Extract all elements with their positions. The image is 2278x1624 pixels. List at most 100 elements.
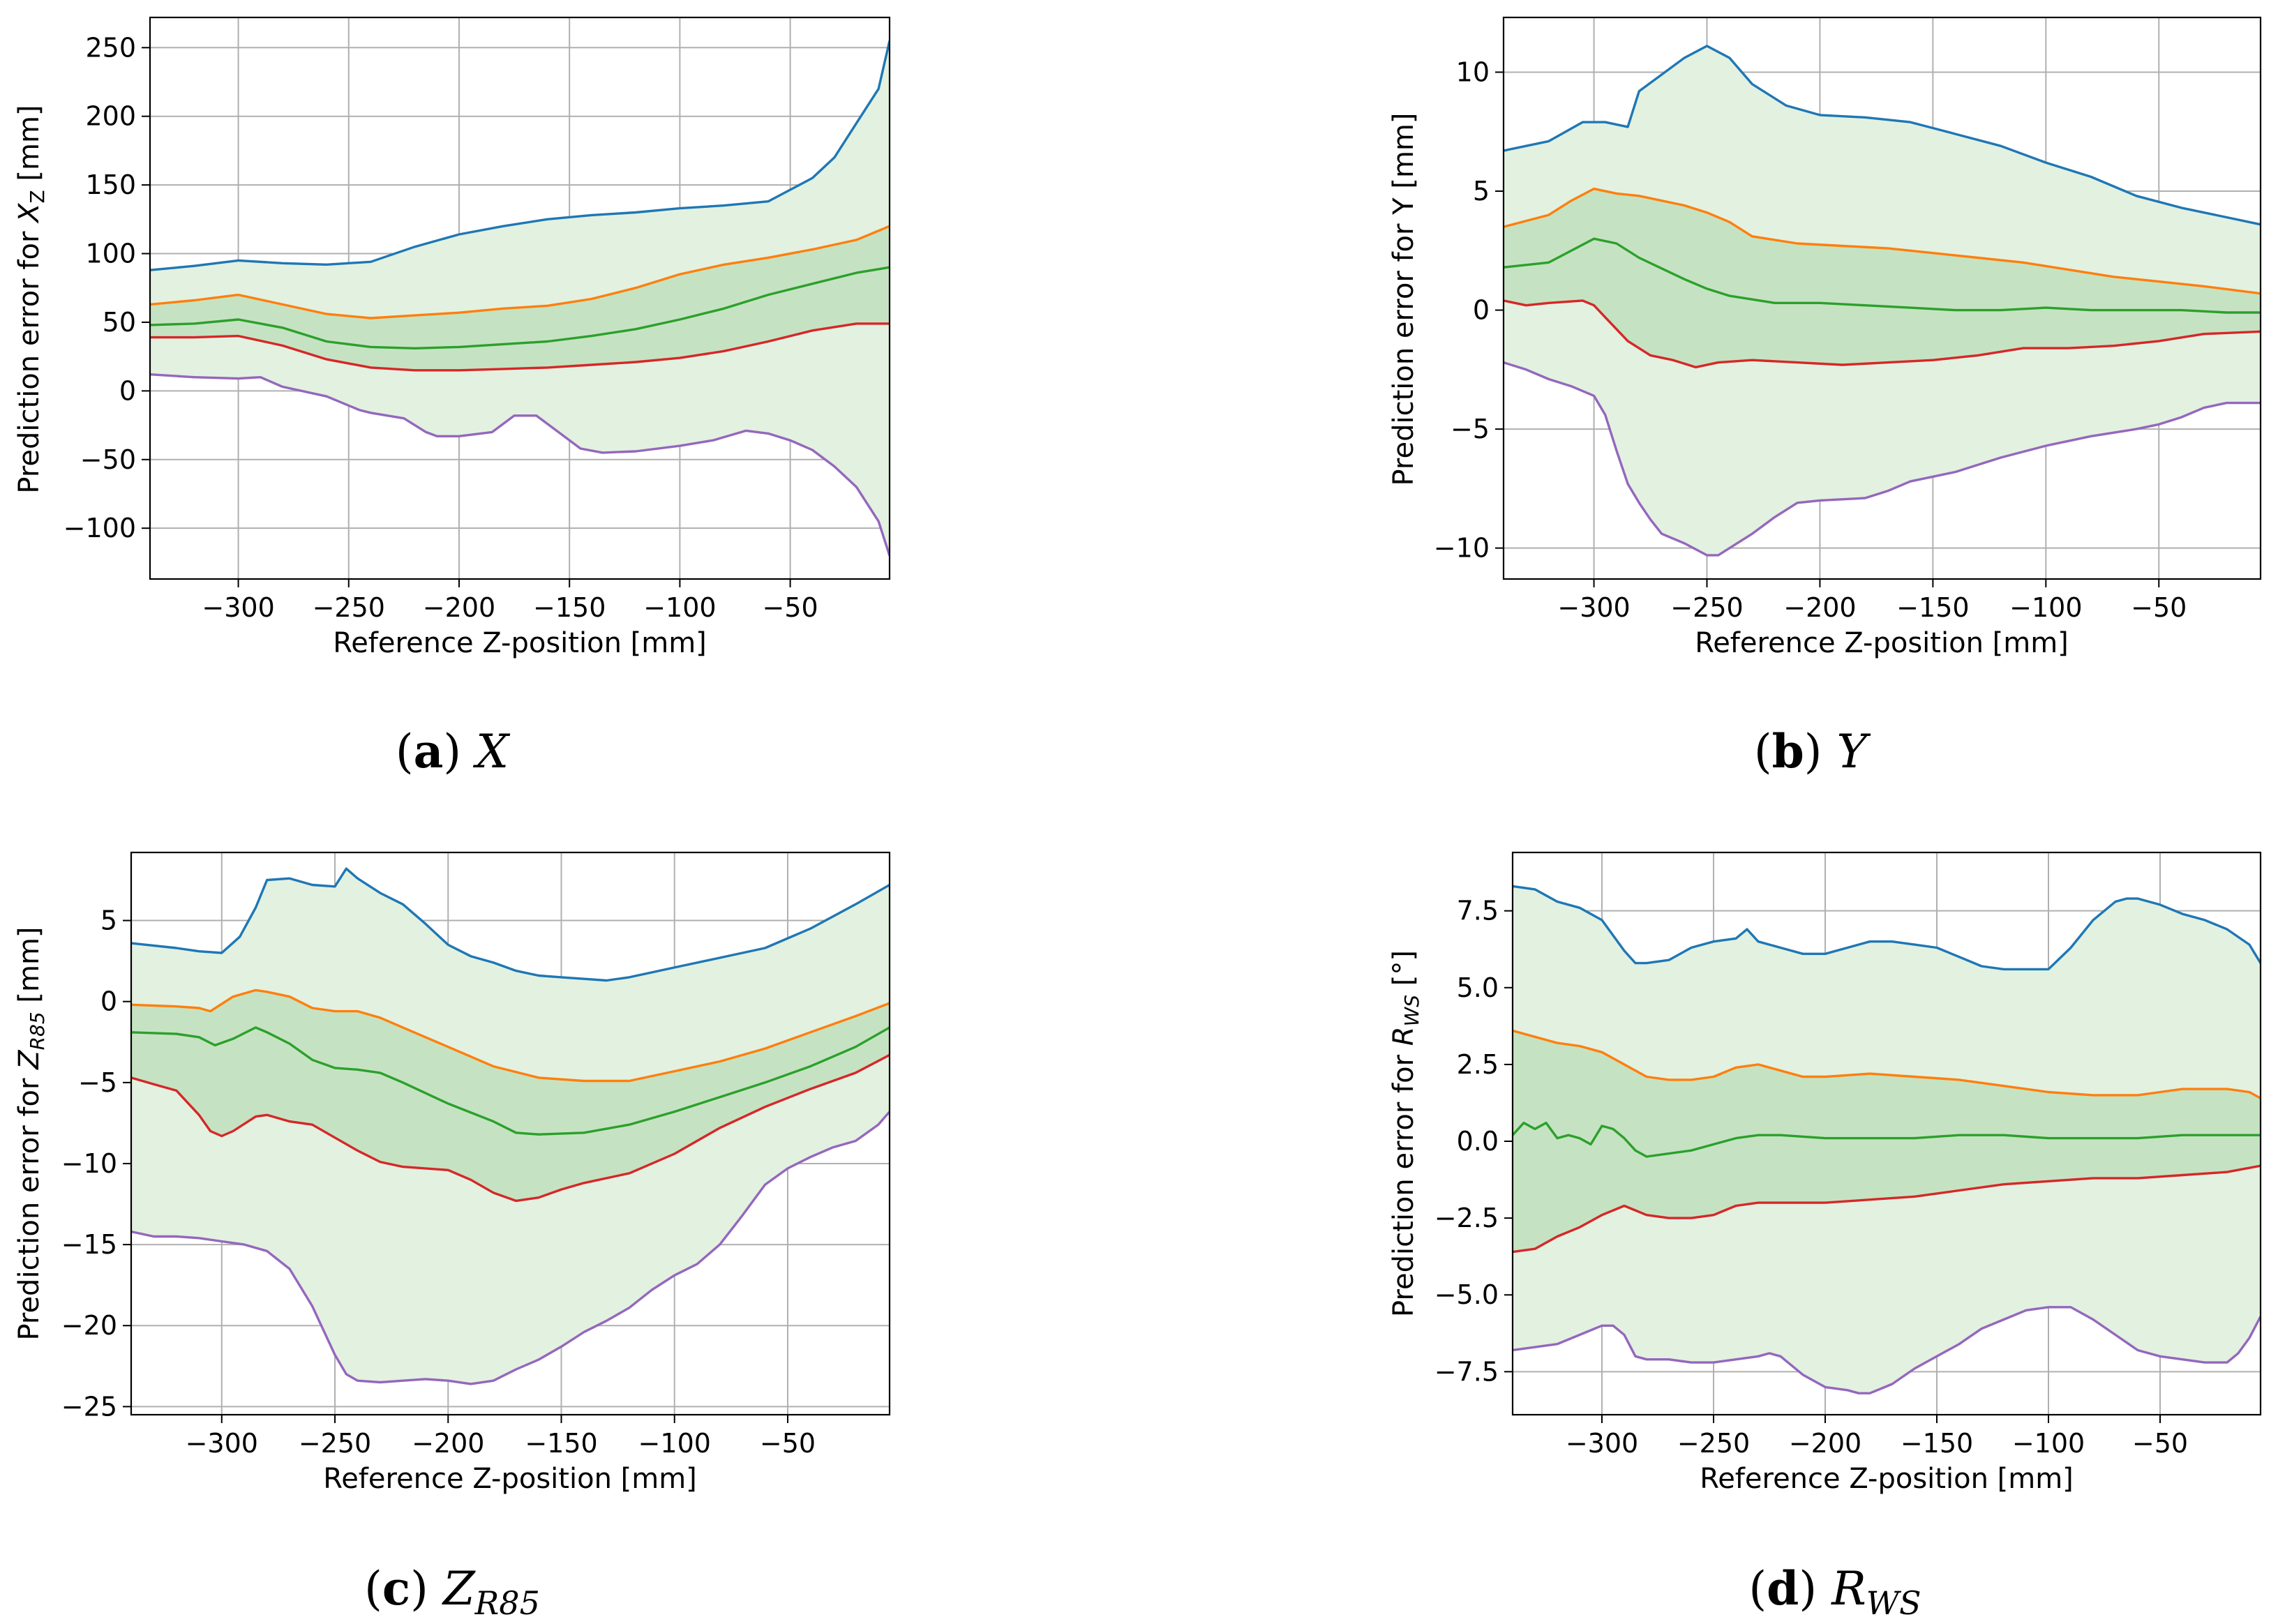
caption-subscript: WS [1866,1584,1921,1622]
x-tick-label: −300 [202,592,274,623]
caption-symbol: Z [442,1562,476,1616]
ylabel-subscript: Z [26,190,49,203]
x-tick-label: −200 [412,1428,484,1459]
series-green-line-a [150,266,890,349]
x-tick-label: −250 [299,1428,371,1459]
x-tick-label: −50 [763,592,818,623]
y-tick-label: 5 [1473,176,1490,206]
axes-frame-d [1511,851,2262,1416]
x-tick-label: −300 [186,1428,258,1459]
x-tick-label: −200 [423,592,495,623]
y-tick-label: −5 [1451,414,1490,444]
x-tick-label: −150 [533,592,606,623]
caption-d: (d) RWS [1748,1561,1921,1622]
series-orange-line-d [1513,1029,2261,1099]
x-tick-label: −200 [1789,1428,1861,1459]
ylabel-c: Prediction error for ZR85 [mm] [13,926,49,1340]
ylabel-symbol: R [1388,1026,1420,1046]
x-tick-label: −100 [2012,1428,2085,1459]
caption-close: ) [1804,725,1837,779]
caption-letter: a [414,724,444,779]
caption-subscript: R85 [474,1584,540,1622]
caption-close: ) [1799,1562,1831,1616]
y-tick-label: 250 [85,32,136,63]
ylabel-subscript: R85 [26,1012,49,1050]
series-purple-line-d [1513,1306,2261,1394]
y-tick-label: −2.5 [1434,1203,1499,1233]
x-tick-label: −100 [643,592,716,623]
axes-frame-c [130,851,891,1416]
series-blue-line-c [131,867,890,982]
y-tick-label: −5 [78,1067,117,1098]
series-purple-line-a [150,373,890,557]
y-tick-label: 7.5 [1457,896,1499,926]
ylabel-a: Prediction error for XZ [mm] [13,105,49,493]
ylabel-symbol: X [13,202,45,224]
x-tick-label: −50 [2131,592,2187,623]
panel-c: −300 −250 −200 −150 −100 −50−25−20−15−10−505 … [13,851,891,1622]
y-tick-label: 150 [85,170,136,200]
x-tick-label: −200 [1783,592,1856,623]
series-blue-line-d [1513,885,2261,971]
band-inner-b [1504,188,2261,368]
plot-area-d: −300 −250 −200 −150 −100 −50 −7.5 −5.0 −2.5 0.0 2.… [1434,851,2262,1459]
y-tick-label: −15 [61,1229,117,1260]
series-red-line-d [1513,1164,2261,1254]
caption-close: ) [410,1562,443,1616]
caption-letter: b [1772,724,1804,779]
ylabel-text: Prediction error for [13,223,45,494]
ylabel-text: Prediction error for [1388,215,1420,486]
y-tick-label: 0 [1473,295,1490,326]
y-tick-label: 0 [100,986,117,1017]
band-inner-d [1513,1030,2261,1252]
band-inner-c [131,990,890,1201]
caption-open: ( [396,725,414,779]
series-orange-line-b [1504,187,2261,295]
ylabel-unit: Y [mm] [1388,113,1420,216]
series-orange-line-c [131,988,890,1083]
series-green-line-d [1513,1121,2261,1158]
y-tick-label: −100 [63,513,136,543]
series-green-line-c [131,1026,890,1136]
x-tick-label: −50 [760,1428,816,1459]
y-tick-label: 5 [100,905,117,936]
x-tick-label: −50 [2132,1428,2188,1459]
y-tick-label: 200 [85,101,136,132]
x-tick-label: −250 [313,592,385,623]
y-tick-label: −10 [61,1148,117,1179]
caption-b: (b) Y [1754,724,1871,779]
x-tick-label: −250 [1677,1428,1750,1459]
caption-symbol: R [1831,1562,1866,1616]
caption-open: ( [364,1562,382,1616]
y-tick-label: 10 [1456,57,1490,87]
ylabel-b: Prediction error for Y [mm] [1388,113,1420,486]
caption-open: ( [1748,1562,1767,1616]
ylabel-subscript: WS [1400,995,1423,1026]
plot-area-c: −300 −250 −200 −150 −100 −50−25−20−15−10−505 [61,851,891,1459]
series-red-line-c [131,1053,890,1203]
axes-frame-a [149,16,891,580]
xlabel-d: Reference Z-position [mm] [1700,1463,2074,1495]
caption-symbol: X [472,725,511,779]
caption-close: ) [443,725,476,779]
caption-open: ( [1754,725,1772,779]
x-tick-label: −150 [1896,592,1969,623]
y-tick-label: −20 [61,1310,117,1341]
series-blue-line-a [150,40,890,271]
ylabel-unit: [mm] [13,105,45,190]
xlabel-a: Reference Z-position [mm] [333,627,707,659]
x-tick-label: −100 [638,1428,711,1459]
series-blue-line-b [1504,45,2261,226]
y-tick-label: 0.0 [1457,1126,1499,1157]
y-tick-label: 100 [85,239,136,269]
ylabel-unit: [°] [1388,950,1420,995]
y-tick-label: −7.5 [1434,1356,1499,1387]
xlabel-c: Reference Z-position [mm] [323,1463,697,1495]
x-tick-label: −150 [525,1428,597,1459]
caption-c: (c) ZR85 [364,1561,540,1622]
series-green-line-b [1504,237,2261,314]
axes-frame-b [1502,16,2262,580]
x-tick-label: −100 [2009,592,2082,623]
series-purple-line-b [1504,361,2261,557]
